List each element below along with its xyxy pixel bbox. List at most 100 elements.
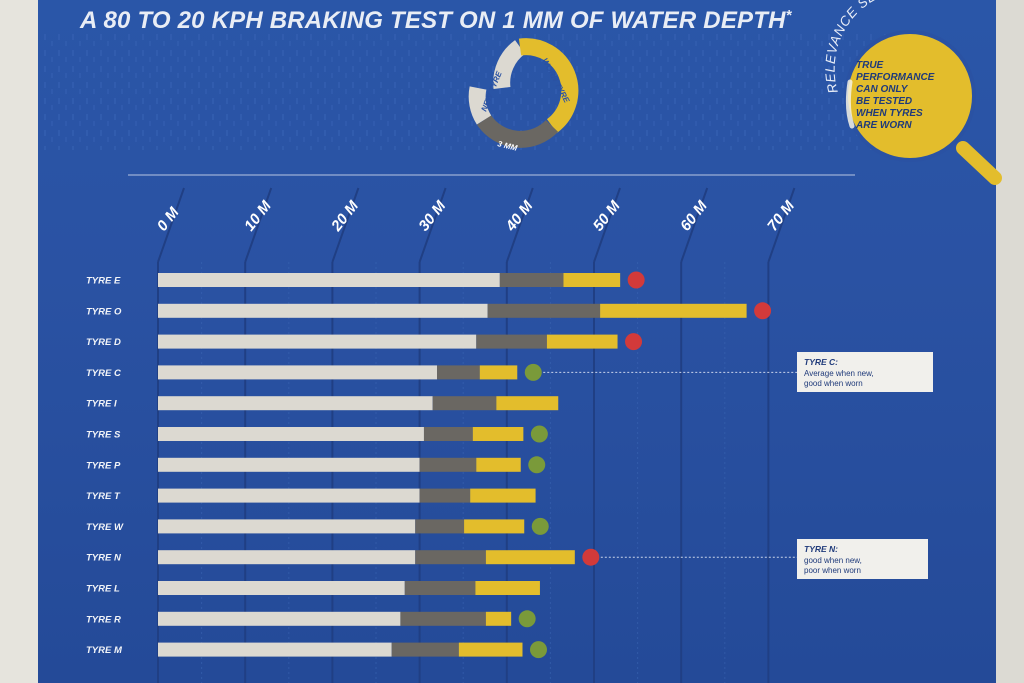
bar-new: [158, 642, 392, 657]
bar-mid: [419, 457, 477, 472]
annotation-line: Average when new,: [804, 369, 874, 378]
category-label: TYRE L: [86, 584, 120, 595]
bar-worn: [600, 303, 747, 318]
relevance-line-2: CAN ONLY: [856, 84, 909, 95]
category-label: TYRE R: [86, 614, 121, 625]
grid-line-slant: [244, 187, 273, 263]
bar-mid: [391, 642, 459, 657]
category-label: TYRE M: [86, 645, 123, 656]
bar-row: TYRE D: [86, 333, 643, 351]
x-tick-label: 50 M: [590, 197, 624, 234]
bar-row: TYRE C: [86, 363, 542, 381]
relevance-line-3: BE TESTED: [856, 96, 912, 107]
bar-worn: [485, 611, 512, 626]
bar-worn: [479, 365, 518, 380]
x-tick-label: 0 M: [154, 204, 183, 235]
relevance-line-5: ARE WORN: [855, 120, 912, 131]
legend-ring-worn: [518, 38, 579, 133]
rain-texture: [40, 30, 890, 150]
category-label: TYRE W: [86, 522, 124, 533]
relevance-line-4: WHEN TYRES: [856, 108, 923, 119]
bar-worn: [563, 273, 621, 287]
bar-new: [158, 334, 477, 349]
annotation-callout: TYRE N: good when new,poor when worn: [600, 539, 928, 579]
annotation-title: TYRE N:: [804, 544, 838, 554]
bar-new: [158, 611, 401, 626]
bar-mid: [419, 488, 471, 503]
category-label: TYRE D: [86, 337, 121, 348]
bar-mid: [499, 273, 564, 287]
bar-worn: [472, 427, 524, 441]
pass-dot: [528, 456, 546, 474]
category-label: TYRE O: [86, 306, 122, 317]
pass-dot: [518, 610, 536, 628]
x-tick-label: 70 M: [764, 197, 798, 234]
bar-row: TYRE S: [86, 425, 548, 443]
bar-row: TYRE R: [86, 610, 536, 628]
x-tick-label: 10 M: [241, 197, 275, 234]
bar-row: TYRE W: [86, 517, 549, 535]
bar-new: [158, 396, 433, 411]
annotation-box: [797, 352, 933, 392]
category-label: TYRE N: [86, 553, 122, 564]
category-label: TYRE E: [86, 276, 121, 287]
bar-row: TYRE I: [86, 396, 559, 411]
bar-new: [158, 427, 424, 441]
pass-dot: [529, 641, 547, 659]
annotations: TYRE C:Average when new,good when wornTY…: [543, 352, 933, 579]
bar-worn: [485, 550, 575, 565]
annotation-line: good when worn: [804, 379, 863, 388]
annotation-title: TYRE C:: [804, 357, 838, 367]
bar-mid: [432, 396, 497, 411]
bar-mid: [415, 519, 465, 534]
grid-line-slant: [680, 187, 709, 263]
fail-dot: [625, 333, 643, 351]
wall-right: [996, 0, 1024, 683]
bar-worn: [496, 396, 559, 411]
bar-new: [158, 550, 416, 565]
fail-dot: [582, 548, 600, 566]
category-label: TYRE I: [86, 399, 117, 410]
relevance-line-0: TRUE: [856, 60, 884, 71]
bar-row: TYRE P: [86, 456, 546, 474]
bar-row: TYRE L: [86, 581, 540, 595]
legend-ring-new: [493, 40, 526, 90]
grid-line-slant: [157, 187, 185, 263]
bar-rows: TYRE E TYRE O TYRE D TYRE C TYRE I TYRE S TYRE…: [86, 271, 772, 659]
bar-mid: [437, 365, 480, 380]
annotation-line: poor when worn: [804, 566, 861, 575]
fail-dot: [627, 271, 645, 289]
grid-line-slant: [593, 187, 621, 263]
pass-dot: [531, 517, 549, 535]
grid-line-slant: [767, 187, 796, 263]
bar-new: [158, 519, 416, 534]
x-tick-label: 40 M: [502, 197, 537, 235]
bar-worn: [476, 457, 521, 472]
category-label: TYRE C: [86, 368, 121, 379]
bar-row: TYRE N: [86, 548, 600, 566]
bar-mid: [404, 581, 476, 595]
bar-worn: [546, 334, 618, 349]
bar-mid: [400, 611, 486, 626]
bar-new: [158, 581, 405, 595]
bar-mid: [487, 303, 601, 318]
x-tick-label: 20 M: [328, 197, 363, 235]
grid-line-slant: [418, 187, 447, 263]
category-label: TYRE S: [86, 430, 121, 441]
pass-dot: [530, 425, 548, 443]
bar-row: TYRE M: [86, 641, 547, 659]
annotation-callout: TYRE C: Average when new,good when worn: [543, 352, 933, 392]
relevance-line-1: PERFORMANCE: [856, 72, 935, 83]
bar-new: [158, 273, 500, 287]
wall-left: [0, 0, 38, 683]
x-tick-label: 60 M: [677, 197, 711, 234]
fail-dot: [754, 302, 772, 320]
bar-mid: [423, 427, 473, 441]
bar-mid: [415, 550, 486, 565]
annotation-box: [797, 539, 928, 579]
category-label: TYRE P: [86, 460, 121, 471]
bar-row: TYRE E: [86, 271, 645, 289]
bar-new: [158, 303, 488, 318]
bar-worn: [458, 642, 523, 657]
